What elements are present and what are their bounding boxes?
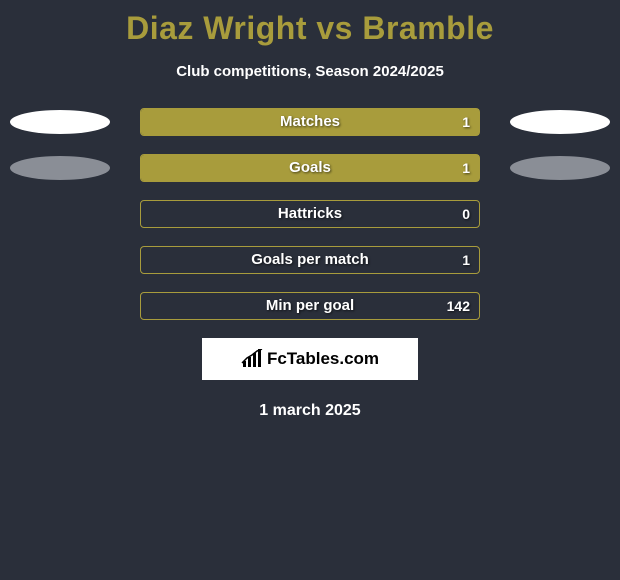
bar-track [140, 108, 480, 136]
stat-row: Goals per match1 [0, 246, 620, 274]
left-ellipse [10, 110, 110, 134]
logo-text: FcTables.com [267, 349, 379, 369]
page-title: Diaz Wright vs Bramble [0, 0, 620, 47]
bar-fill [141, 109, 479, 135]
stat-row: Matches1 [0, 108, 620, 136]
bar-track [140, 246, 480, 274]
left-ellipse [10, 156, 110, 180]
stat-row: Min per goal142 [0, 292, 620, 320]
right-ellipse [510, 156, 610, 180]
stats-container: Matches1 Goals1 Hattricks0 Goals per match1… [0, 108, 620, 320]
bar-track [140, 200, 480, 228]
bar-fill [141, 155, 479, 181]
right-ellipse [510, 110, 610, 134]
logo-box: FcTables.com [202, 338, 418, 380]
stat-row: Hattricks0 [0, 200, 620, 228]
bar-track [140, 292, 480, 320]
subtitle: Club competitions, Season 2024/2025 [0, 63, 620, 80]
stat-row: Goals1 [0, 154, 620, 182]
date-text: 1 march 2025 [0, 402, 620, 420]
chart-icon [241, 349, 263, 369]
bar-track [140, 154, 480, 182]
